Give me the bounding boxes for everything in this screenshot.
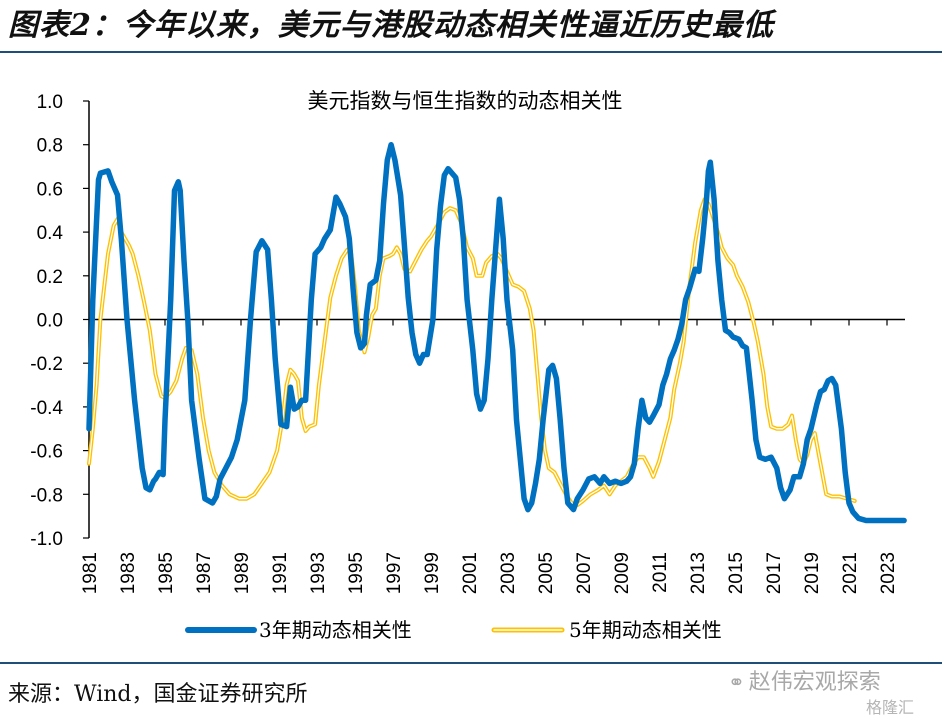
x-tick-label: 2013	[688, 552, 709, 594]
x-tick-label: 1983	[118, 552, 139, 594]
x-tick-label: 2021	[840, 552, 861, 594]
legend-item-3y: 3年期动态相关性	[185, 618, 412, 642]
watermark-secondary: 格隆汇	[866, 698, 915, 717]
y-tick-label: 0.8	[37, 136, 63, 157]
y-tick-label: 0.6	[37, 179, 63, 200]
x-tick-label: 2015	[726, 552, 747, 594]
figure-title: 图表2：今年以来，美元与港股动态相关性逼近历史最低	[8, 8, 774, 43]
y-tick-label: 0.0	[37, 311, 63, 332]
x-tick-label: 1995	[346, 552, 367, 594]
watermark-text: 赵伟宏观探索	[748, 670, 881, 695]
x-tick-label: 1987	[194, 552, 215, 594]
source-divider	[0, 662, 942, 664]
x-tick-label: 2005	[536, 552, 557, 594]
x-tick-label: 1985	[156, 552, 177, 594]
x-tick-label: 2003	[498, 552, 519, 594]
legend-label-5y: 5年期动态相关性	[569, 618, 722, 642]
x-tick-label: 2001	[460, 552, 481, 594]
y-tick-label: 0.2	[37, 267, 63, 288]
x-tick-label: 2019	[802, 552, 823, 594]
x-tick-label: 1989	[232, 552, 253, 594]
x-axis: 1981 1983 1985 1987 1989 1991 1993 1995 1997 1999…	[80, 318, 905, 594]
x-tick-label: 1981	[80, 552, 101, 594]
wechat-icon: ⚭	[728, 670, 745, 694]
x-tick-label: 2017	[764, 552, 785, 594]
x-tick-label: 1999	[422, 552, 443, 594]
legend-item-5y: 5年期动态相关性	[491, 618, 722, 642]
x-tick-label: 1993	[308, 552, 329, 594]
legend: 3年期动态相关性 5年期动态相关性	[185, 618, 722, 642]
x-tick-label: 2011	[650, 552, 671, 593]
y-tick-label: -1.0	[30, 529, 63, 550]
series-line-3y	[86, 141, 907, 524]
watermark: ⚭ 赵伟宏观探索	[728, 664, 881, 696]
series-layer	[86, 141, 907, 524]
x-tick-label: 1991	[270, 552, 291, 594]
y-tick-label: -0.8	[30, 485, 63, 506]
y-tick-label: -0.4	[30, 398, 63, 419]
x-tick-label: 2009	[612, 552, 633, 594]
x-tick-label: 1997	[384, 552, 405, 594]
source-note: 来源：Wind，国金证券研究所	[8, 682, 308, 707]
y-tick-label: 1.0	[37, 92, 63, 113]
y-tick-label: 0.4	[37, 223, 64, 244]
chart-title: 美元指数与恒生指数的动态相关性	[308, 89, 623, 113]
series-line-5y-core	[88, 198, 856, 506]
legend-label-3y: 3年期动态相关性	[259, 618, 412, 642]
title-divider	[0, 51, 942, 53]
y-tick-label: -0.2	[30, 354, 63, 375]
y-tick-label: -0.6	[30, 442, 63, 463]
y-axis: 1.0 0.8 0.6 0.4 0.2 0.0 -0.2 -0.4 -0.6 -0.8 -1.0	[30, 92, 90, 550]
x-tick-label: 2023	[878, 552, 899, 594]
correlation-line-chart: 美元指数与恒生指数的动态相关性 1.0 0.8 0.6 0.4 0.2 0.0 -0.2 -0…	[30, 89, 907, 642]
x-tick-label: 2007	[574, 552, 595, 594]
